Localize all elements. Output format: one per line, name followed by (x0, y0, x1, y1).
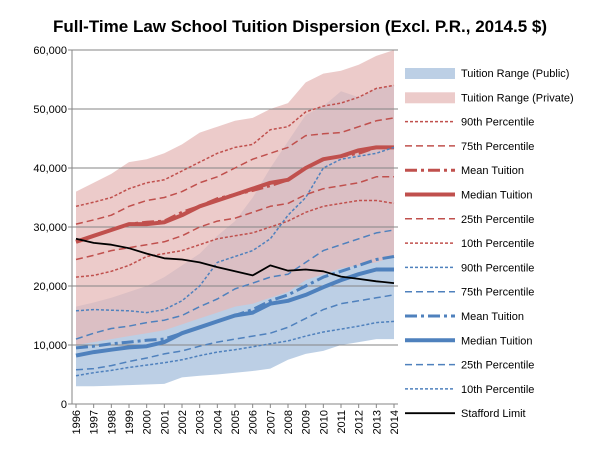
legend-area-tuition-range-private-swatch (405, 92, 455, 104)
series-private-10th-percentile (75, 199, 395, 278)
legend-public-25th-percentile-label: 25th Percentile (461, 360, 534, 372)
y-tick-label-40000: 40,000 (33, 163, 67, 175)
x-tick-label-1999: 1999 (124, 410, 136, 434)
legend-public-75th-percentile-label: 75th Percentile (461, 287, 534, 299)
y-tick-label-60000: 60,000 (33, 45, 67, 57)
series-public-median-tuition (75, 267, 394, 358)
legend-public-90th-percentile-label: 90th Percentile (461, 262, 534, 274)
x-tick-label-2010: 2010 (318, 410, 330, 434)
legend: Tuition Range (Public) Tuition Range (Pri… (405, 68, 574, 420)
series-private-median-tuition (75, 145, 394, 244)
y-tick-label-20000: 20,000 (33, 281, 67, 293)
legend-private-25th-percentile-label: 25th Percentile (461, 214, 534, 226)
x-tick-label-2001: 2001 (159, 410, 171, 434)
x-tick-label-2008: 2008 (283, 410, 295, 434)
x-tick-label-2014: 2014 (389, 410, 401, 434)
series-public-75th-percentile (75, 229, 395, 340)
series-private-75th-percentile (75, 117, 395, 225)
plot-lines (75, 84, 395, 377)
x-tick-label-2006: 2006 (248, 410, 260, 434)
x-tick-label-2009: 2009 (301, 410, 313, 434)
legend-public-median-tuition-label: Median Tuition (461, 335, 533, 347)
chart-title: Full-Time Law School Tuition Dispersion … (53, 17, 547, 36)
legend-area-tuition-range-public-label: Tuition Range (Public) (461, 68, 569, 80)
legend-public-mean-tuition-label: Mean Tuition (461, 311, 524, 323)
x-tick-label-2004: 2004 (212, 410, 224, 434)
y-tick-label-30000: 30,000 (33, 222, 67, 234)
x-tick-label-2012: 2012 (354, 410, 366, 434)
legend-private-median-tuition-label: Median Tuition (461, 190, 533, 202)
series-private-90th-percentile (75, 84, 395, 208)
y-tick-label-0: 0 (61, 399, 67, 411)
legend-private-90th-percentile-label: 90th Percentile (461, 117, 534, 129)
x-tick-label-2013: 2013 (371, 410, 383, 434)
legend-public-10th-percentile-label: 10th Percentile (461, 384, 534, 396)
series-public-10th-percentile (75, 320, 395, 377)
y-tick-label-50000: 50,000 (33, 104, 67, 116)
x-tick-label-2005: 2005 (230, 410, 242, 434)
x-tick-label-2011: 2011 (336, 410, 348, 434)
series-private-25th-percentile (75, 176, 394, 261)
x-tick-label-2000: 2000 (142, 410, 154, 434)
x-tick-label-1998: 1998 (106, 410, 118, 434)
x-tick-label-2007: 2007 (265, 410, 277, 434)
x-tick-label-2002: 2002 (177, 410, 189, 434)
y-tick-label-10000: 10,000 (33, 340, 67, 352)
legend-area-tuition-range-private-label: Tuition Range (Private) (461, 92, 574, 104)
legend-private-10th-percentile-label: 10th Percentile (461, 238, 534, 250)
plot-ticks: 0 10,000 20,000 30,000 40,000 50,000 60,000 199… (33, 45, 401, 434)
x-tick-label-1997: 1997 (89, 410, 101, 434)
series-stafford-stafford-limit (75, 237, 395, 284)
legend-private-mean-tuition-label: Mean Tuition (461, 165, 524, 177)
x-tick-label-2003: 2003 (195, 410, 207, 434)
legend-stafford-stafford-limit-label: Stafford Limit (461, 408, 526, 420)
x-tick-label-1996: 1996 (71, 410, 83, 434)
legend-private-75th-percentile-label: 75th Percentile (461, 141, 534, 153)
legend-area-tuition-range-public-swatch (405, 68, 455, 79)
